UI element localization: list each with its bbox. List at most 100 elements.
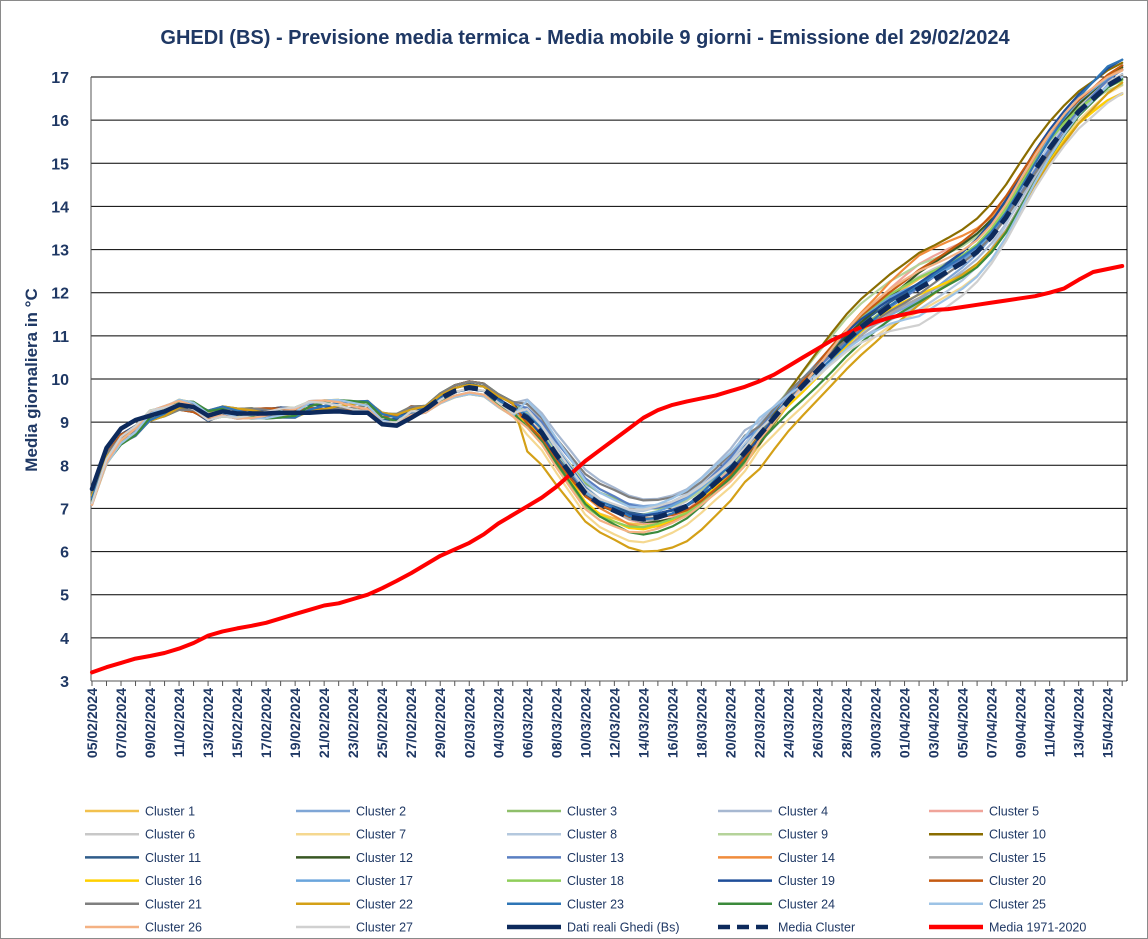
y-tick-label: 13	[51, 243, 69, 260]
y-tick-label: 7	[60, 501, 69, 518]
x-tick-label: 04/03/2024	[490, 688, 506, 758]
legend-label: Cluster 9	[778, 828, 828, 842]
x-tick-label: 21/02/2024	[316, 688, 332, 758]
y-tick-label: 6	[60, 545, 69, 562]
legend-label: Cluster 7	[356, 828, 406, 842]
legend-label: Media Cluster	[778, 921, 855, 935]
x-tick-labels: 05/02/2024 07/02/2024 09/02/2024 11/02/2024…	[84, 688, 1116, 758]
y-tick-label: 5	[60, 588, 69, 605]
x-tick-label: 13/02/2024	[200, 688, 216, 758]
x-tick-label: 13/04/2024	[1071, 688, 1087, 758]
x-tick-label: 15/02/2024	[229, 688, 245, 758]
cluster-series-line	[90, 92, 1124, 531]
cluster-series-line	[90, 81, 1124, 553]
cluster-series-line	[90, 83, 1124, 516]
cluster-series-line	[90, 75, 1124, 509]
legend-label: Cluster 12	[356, 851, 413, 865]
legend-label: Cluster 8	[567, 828, 617, 842]
cluster-series-line	[90, 91, 1124, 526]
legend-label: Cluster 13	[567, 851, 624, 865]
legend-label: Cluster 5	[989, 805, 1039, 819]
x-tick-label: 22/03/2024	[751, 688, 767, 758]
x-tick-label: 10/03/2024	[577, 688, 593, 758]
legend-label: Dati reali Ghedi (Bs)	[567, 921, 680, 935]
mean-series-line	[424, 74, 1124, 522]
x-tick-label: 24/03/2024	[780, 688, 796, 758]
legend-label: Cluster 23	[567, 897, 624, 911]
x-tick-label: 03/04/2024	[926, 688, 942, 758]
legend: Cluster 1 Cluster 2 Cluster 3 Cluster 4 Clus…	[85, 805, 1086, 935]
cluster-series-line	[90, 77, 1124, 523]
y-tick-label: 4	[60, 631, 69, 648]
legend-label: Cluster 17	[356, 874, 413, 888]
plot-area	[89, 58, 1125, 675]
y-tick-label: 11	[52, 329, 69, 346]
y-tick-label: 17	[51, 70, 69, 87]
y-tick-label: 16	[51, 113, 69, 130]
x-tick-label: 20/03/2024	[722, 688, 738, 758]
x-tick-label: 11/02/2024	[171, 688, 187, 758]
legend-label: Cluster 27	[356, 921, 413, 935]
legend-label: Cluster 26	[145, 921, 202, 935]
cluster-series-line	[90, 84, 1124, 544]
legend-label: Cluster 1	[145, 805, 195, 819]
legend-label: Cluster 2	[356, 805, 406, 819]
cluster-series-line	[90, 66, 1124, 524]
x-tick-label: 18/03/2024	[693, 688, 709, 758]
cluster-series-line	[90, 68, 1124, 525]
x-tick-label: 02/03/2024	[461, 688, 477, 758]
legend-label: Cluster 24	[778, 897, 835, 911]
x-tick-label: 07/02/2024	[113, 688, 129, 758]
y-tick-label: 12	[51, 286, 69, 303]
cluster-series-line	[90, 68, 1124, 529]
legend-label: Cluster 16	[145, 874, 202, 888]
x-tick-label: 15/04/2024	[1100, 688, 1116, 758]
observed-series-line	[89, 402, 428, 492]
legend-label: Cluster 14	[778, 851, 835, 865]
x-tick-label: 29/02/2024	[432, 688, 448, 758]
y-axis-label: Media giornaliera in °C	[22, 288, 41, 471]
climate-series-line	[90, 264, 1125, 675]
y-tick-label: 8	[60, 458, 69, 475]
x-tick-label: 01/04/2024	[897, 688, 913, 758]
x-tick-label: 28/03/2024	[839, 688, 855, 758]
y-tick-label: 10	[51, 372, 69, 389]
legend-label: Cluster 15	[989, 851, 1046, 865]
chart-title: GHEDI (BS) - Previsione media termica - …	[160, 27, 1010, 49]
cluster-series-line	[90, 73, 1124, 519]
y-tick-label: 15	[51, 156, 69, 173]
x-tick-label: 12/03/2024	[606, 688, 622, 758]
y-tick-labels: 3 4 5 6 7 8 9 10 11 12 13 14 15 16 17	[51, 70, 69, 691]
x-tick-label: 07/04/2024	[984, 688, 1000, 758]
x-tick-label: 23/02/2024	[345, 688, 361, 758]
cluster-series-line	[90, 74, 1124, 502]
x-tick-label: 11/04/2024	[1042, 688, 1058, 758]
y-tick-label: 9	[60, 415, 69, 432]
x-tick-label: 08/03/2024	[548, 688, 564, 758]
legend-label: Cluster 19	[778, 874, 835, 888]
legend-label: Cluster 4	[778, 805, 828, 819]
legend-label: Cluster 6	[145, 828, 195, 842]
x-tick-label: 16/03/2024	[664, 688, 680, 758]
cluster-series-line	[90, 69, 1124, 534]
gridlines	[90, 76, 1128, 686]
x-tick-label: 09/04/2024	[1013, 688, 1029, 758]
x-tick-label: 14/03/2024	[635, 688, 651, 758]
x-tick-label: 09/02/2024	[142, 688, 158, 758]
x-tick-label: 25/02/2024	[374, 688, 390, 758]
legend-label: Cluster 22	[356, 897, 413, 911]
x-tick-label: 26/03/2024	[809, 688, 825, 758]
x-tick-label: 19/02/2024	[287, 688, 303, 758]
y-tick-label: 3	[60, 674, 69, 691]
x-tick-label: 06/03/2024	[519, 688, 535, 758]
legend-label: Cluster 20	[989, 874, 1046, 888]
legend-label: Cluster 11	[145, 851, 201, 865]
legend-label: Cluster 25	[989, 897, 1046, 911]
legend-label: Media 1971-2020	[989, 921, 1086, 935]
x-tick-label: 27/02/2024	[403, 688, 419, 758]
legend-label: Cluster 21	[145, 897, 202, 911]
x-tick-label: 05/04/2024	[955, 688, 971, 758]
x-tick-label: 30/03/2024	[868, 688, 884, 758]
legend-label: Cluster 10	[989, 828, 1046, 842]
